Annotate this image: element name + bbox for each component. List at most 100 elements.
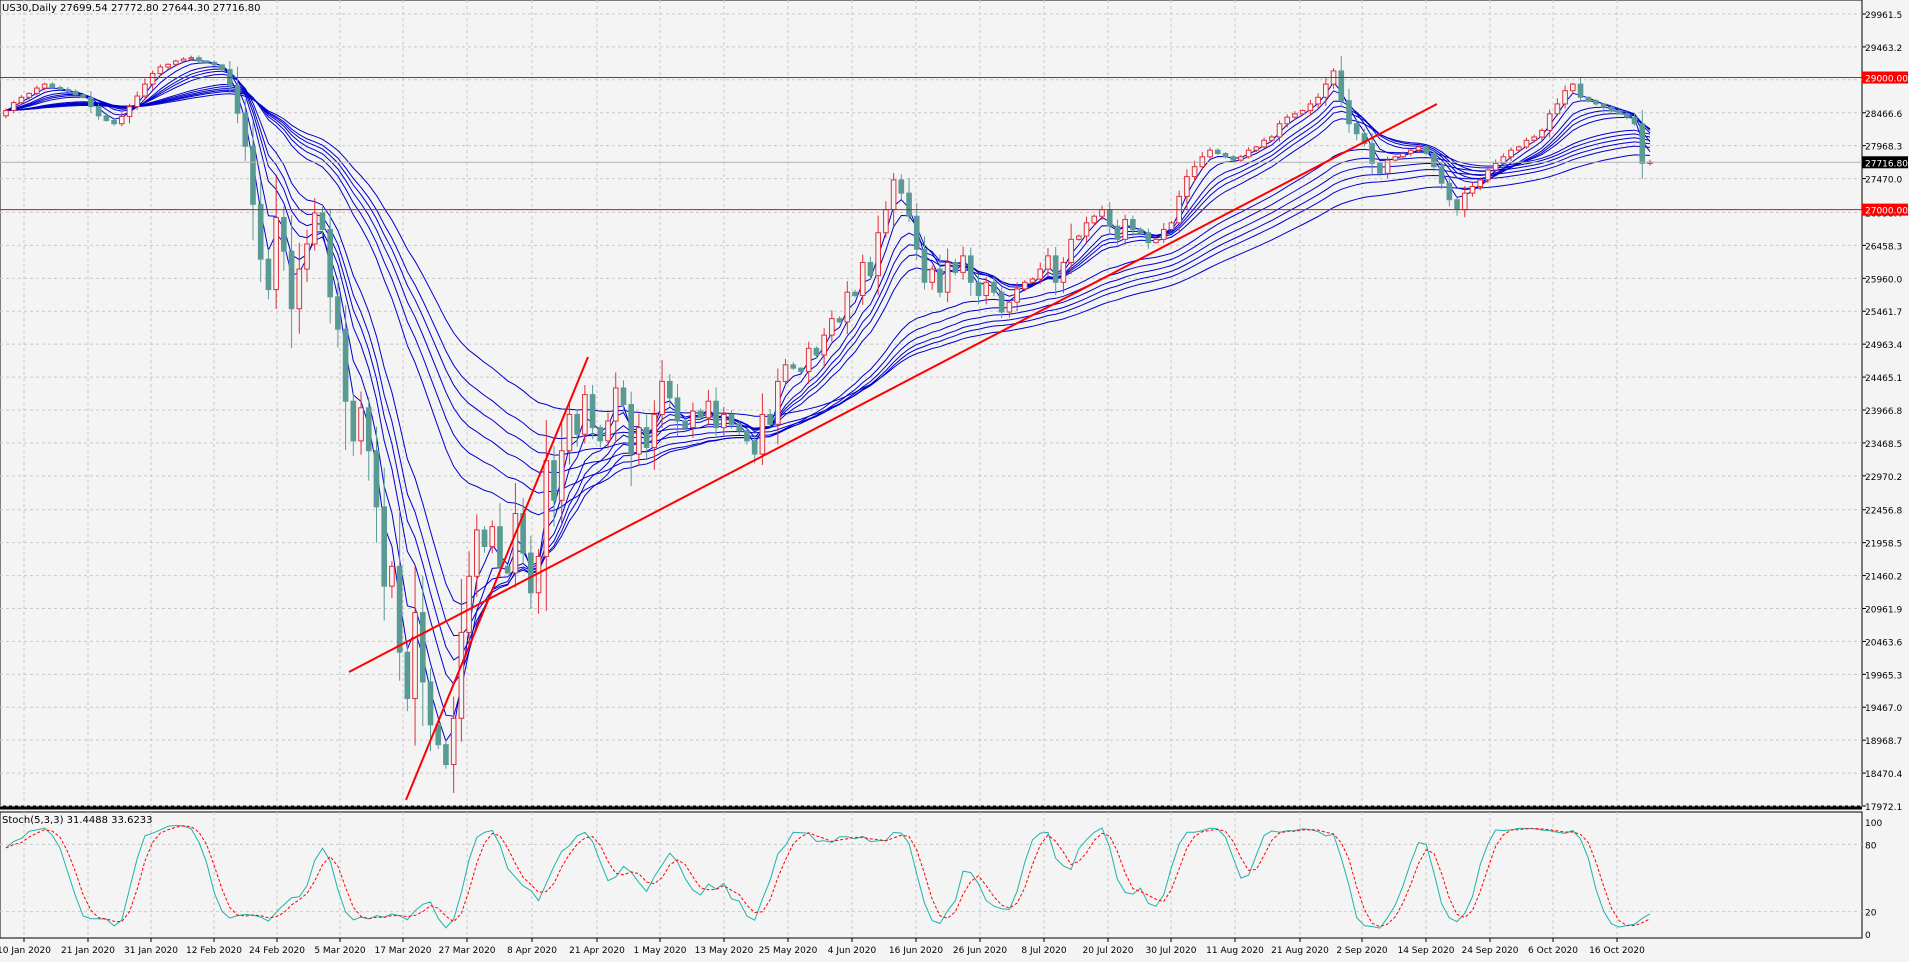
trendline-main[interactable] (348, 103, 1438, 673)
candle-body (57, 86, 63, 90)
y-tick-label: 23468.5 (1865, 440, 1902, 450)
candle-body (875, 232, 881, 277)
candle-body (1600, 103, 1607, 108)
candle-body (1624, 113, 1630, 118)
candle-body (790, 364, 797, 369)
candle-body (1091, 215, 1098, 224)
candle-body (1153, 238, 1159, 244)
y-tick-label: 29961.5 (1865, 11, 1902, 21)
candle-body (1485, 169, 1491, 181)
stochastic-level-label: 80 (1865, 841, 1877, 851)
candle-body (327, 228, 333, 298)
candle-body (1446, 182, 1453, 201)
candle-body (1315, 96, 1321, 105)
candle-body (80, 94, 86, 98)
stochastic-level-label: 20 (1865, 909, 1877, 919)
x-tick-label: 13 May 2020 (695, 946, 754, 956)
candle-body (1346, 100, 1352, 125)
candle-body (1137, 228, 1144, 234)
candle-body (10, 102, 17, 112)
candle-body (628, 404, 634, 455)
candle-body (1230, 156, 1237, 161)
level-tag (1862, 71, 1908, 84)
candle-body (1214, 149, 1221, 154)
candle-body (1608, 106, 1615, 112)
candle-body (805, 347, 812, 372)
x-tick-label: 25 May 2020 (759, 946, 818, 956)
ema-line (5, 59, 1651, 743)
candle-body (342, 328, 349, 402)
candle-body (157, 66, 164, 75)
candle-body (859, 261, 866, 297)
candle-body (1052, 255, 1059, 283)
candle-body (203, 60, 210, 63)
candle-body (481, 529, 488, 548)
y-tick-label: 22970.2 (1865, 473, 1902, 483)
candle-body (620, 387, 627, 406)
candle-body (443, 744, 449, 766)
x-tick-label: 14 Sep 2020 (1397, 946, 1454, 956)
stochastic-k-line (5, 824, 1651, 929)
candle-body (1253, 146, 1260, 151)
ema-line (5, 73, 1651, 606)
x-tick-label: 5 Mar 2020 (314, 946, 366, 956)
trendline-steep[interactable] (405, 356, 589, 801)
candle-body (1616, 110, 1622, 115)
candle-body (1307, 103, 1314, 112)
candle-body (1631, 116, 1638, 125)
x-tick-label: 6 Oct 2020 (1528, 946, 1578, 956)
candle-body (589, 394, 596, 429)
candle-body (389, 565, 395, 587)
candle-body (697, 410, 704, 419)
candle-body (798, 367, 804, 372)
candle-body (1191, 166, 1198, 178)
ema-line (5, 89, 1651, 456)
candle-body (281, 217, 287, 252)
candle-body (1539, 129, 1545, 138)
candle-body (450, 717, 457, 766)
candle-body (690, 410, 696, 429)
candle-body (265, 258, 272, 291)
candle-body (713, 400, 719, 429)
candle-body (1639, 123, 1646, 164)
candle-body (574, 413, 580, 435)
candle-body (1407, 149, 1414, 154)
candle-body (844, 291, 851, 323)
x-tick-label: 11 Aug 2020 (1206, 946, 1264, 956)
candle-body (358, 407, 364, 442)
x-tick-label: 21 Aug 2020 (1271, 946, 1329, 956)
candle-body (1384, 159, 1391, 174)
price-axis: 29961.529463.228966.628466.627968.327470… (1862, 11, 1908, 813)
ema-line (5, 66, 1651, 685)
candle-body (412, 612, 418, 699)
x-tick-label: 8 Jul 2020 (1021, 946, 1066, 956)
candle-body (1268, 136, 1275, 141)
y-tick-label: 18470.4 (1865, 770, 1902, 780)
y-tick-label: 21460.2 (1865, 573, 1902, 583)
candle-body (1037, 268, 1044, 280)
y-tick-label: 21958.5 (1865, 540, 1902, 550)
candle-body (1438, 166, 1445, 184)
candle-body (1415, 146, 1422, 151)
candle-body (381, 506, 388, 587)
y-tick-label: 24465.1 (1865, 374, 1902, 384)
candle-body (906, 192, 912, 217)
candle-body (1400, 152, 1406, 158)
x-tick-label: 4 Jun 2020 (828, 946, 877, 956)
candle-body (142, 83, 148, 97)
candle-body (1585, 96, 1592, 102)
stochastic-panel-frame (0, 811, 1863, 939)
candle-body (335, 296, 341, 330)
candle-body (1338, 70, 1345, 102)
candle-body (296, 268, 303, 310)
candle-body (1562, 90, 1568, 105)
candle-body (744, 430, 750, 442)
candle-body (566, 413, 573, 452)
candle-body (34, 87, 40, 94)
candle-body (1106, 209, 1113, 227)
candle-body (867, 261, 874, 277)
candle-body (211, 61, 218, 66)
x-tick-label: 20 Jul 2020 (1083, 946, 1134, 956)
stochastic-lines (5, 824, 1651, 929)
y-tick-label: 29463.2 (1865, 44, 1902, 54)
